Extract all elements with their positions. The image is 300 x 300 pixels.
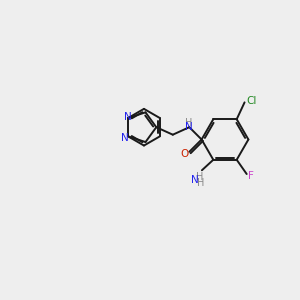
Text: H: H bbox=[197, 178, 204, 188]
Text: O: O bbox=[180, 149, 189, 159]
Text: Cl: Cl bbox=[246, 96, 256, 106]
Text: N: N bbox=[124, 112, 131, 122]
Text: H: H bbox=[185, 118, 192, 128]
Text: N: N bbox=[191, 175, 199, 185]
Text: N: N bbox=[184, 122, 192, 132]
Text: H: H bbox=[196, 172, 203, 182]
Text: F: F bbox=[248, 171, 254, 182]
Text: N: N bbox=[121, 133, 129, 143]
